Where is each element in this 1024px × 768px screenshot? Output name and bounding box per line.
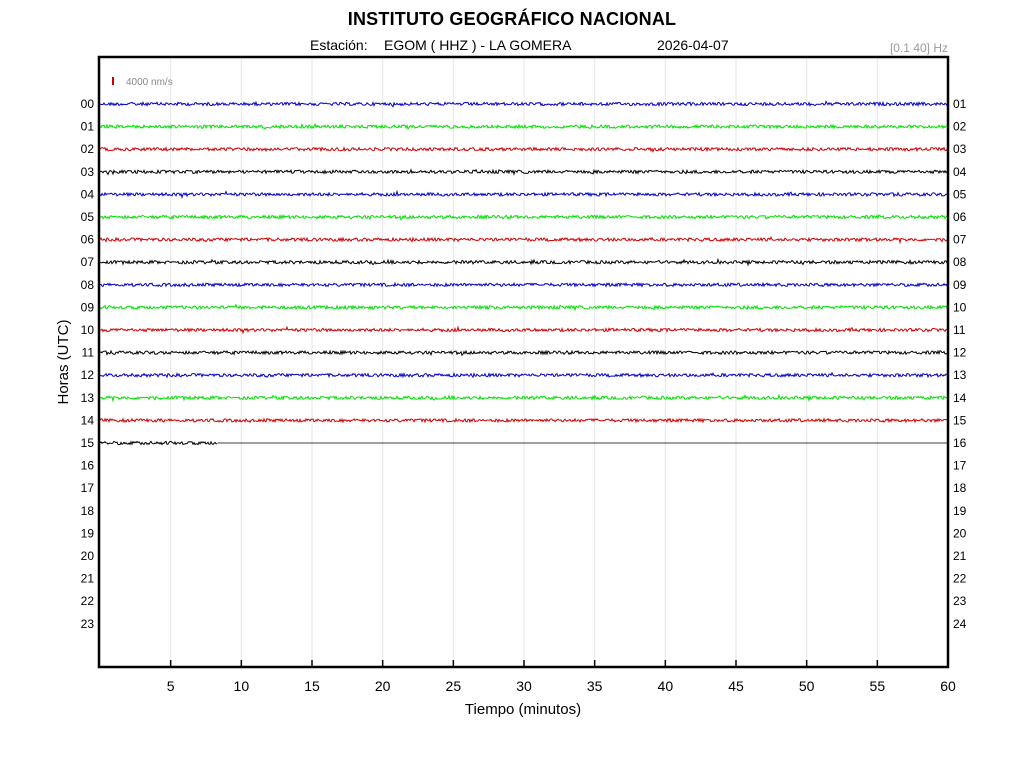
hour-label-left-08: 08 (81, 278, 95, 292)
hour-label-left-19: 19 (81, 526, 95, 540)
hour-label-left-18: 18 (81, 504, 95, 518)
x-tick-label-10: 10 (234, 678, 250, 694)
x-tick-label-45: 45 (728, 678, 744, 694)
hour-label-right-12: 12 (953, 346, 967, 360)
hour-label-right-24: 24 (953, 617, 967, 631)
hour-label-left-03: 03 (81, 165, 95, 179)
hour-label-right-19: 19 (953, 504, 967, 518)
trace-hour-13 (99, 393, 949, 403)
hour-label-left-13: 13 (81, 391, 95, 405)
chart-title: INSTITUTO GEOGRÁFICO NACIONAL (347, 9, 677, 29)
hour-label-right-17: 17 (953, 459, 967, 473)
trace-hour-14 (99, 417, 949, 424)
trace-hour-09 (99, 303, 949, 312)
hour-label-right-11: 11 (953, 323, 966, 337)
hour-label-right-23: 23 (953, 594, 967, 608)
x-tick-label-40: 40 (658, 678, 674, 694)
hour-label-left-16: 16 (81, 459, 95, 473)
grid-lines (170, 57, 878, 667)
x-tick-label-20: 20 (375, 678, 391, 694)
hour-label-left-22: 22 (81, 594, 95, 608)
hour-label-left-02: 02 (81, 142, 95, 156)
y-axis-label: Horas (UTC) (55, 319, 72, 404)
hour-label-right-02: 02 (953, 120, 967, 134)
hour-label-right-03: 03 (953, 142, 967, 156)
hour-label-left-15: 15 (81, 436, 95, 450)
hour-label-left-07: 07 (81, 255, 95, 269)
x-tick-label-30: 30 (516, 678, 532, 694)
x-axis-label: Tiempo (minutos) (465, 701, 581, 718)
hour-label-left-12: 12 (81, 368, 95, 382)
filter-band-label: [0.1 40] Hz (889, 41, 948, 55)
hour-label-left-17: 17 (81, 481, 95, 495)
trace-hour-10 (99, 325, 949, 335)
hour-label-right-06: 06 (953, 210, 967, 224)
hour-label-left-01: 01 (81, 120, 95, 134)
hour-label-left-06: 06 (81, 233, 95, 247)
x-axis-ticks: 5 10 15 20 25 30 35 40 45 50 55 60 (167, 660, 956, 694)
hour-label-right-14: 14 (953, 391, 967, 405)
x-tick-label-35: 35 (587, 678, 603, 694)
hour-label-right-09: 09 (953, 278, 967, 292)
x-tick-label-50: 50 (799, 678, 815, 694)
hour-label-right-07: 07 (953, 233, 967, 247)
trace-hour-07 (99, 257, 949, 267)
hour-label-left-09: 09 (81, 300, 95, 314)
hour-label-right-08: 08 (953, 255, 967, 269)
date-label: 2026-04-07 (657, 37, 729, 53)
y-axis-right-labels: 01 02 03 04 05 06 07 08 09 10 11 12 13 14 15 16 17 18 19 20… (953, 97, 967, 631)
station-name: EGOM ( HHZ ) - LA GOMERA (384, 37, 572, 53)
trace-hour-04 (99, 189, 949, 199)
hour-label-left-00: 00 (81, 97, 95, 111)
hour-label-right-20: 20 (953, 526, 967, 540)
hour-label-right-21: 21 (953, 549, 967, 563)
trace-hour-11 (99, 349, 949, 357)
hour-label-left-21: 21 (81, 572, 95, 586)
trace-hour-15 (99, 440, 217, 446)
hour-label-left-04: 04 (81, 187, 95, 201)
hour-label-right-15: 15 (953, 413, 967, 427)
scale-bar-label: 4000 nm/s (126, 77, 173, 88)
x-tick-label-60: 60 (940, 678, 956, 694)
x-tick-label-5: 5 (167, 678, 175, 694)
hour-label-right-13: 13 (953, 368, 967, 382)
hour-label-left-23: 23 (81, 617, 95, 631)
trace-hour-02 (99, 146, 949, 153)
trace-hour-03 (99, 168, 949, 176)
hour-label-right-16: 16 (953, 436, 967, 450)
trace-hour-06 (99, 236, 949, 245)
hour-label-right-04: 04 (953, 165, 967, 179)
trace-hour-00 (99, 100, 949, 108)
hour-label-left-14: 14 (81, 413, 95, 427)
hour-label-left-10: 10 (81, 323, 95, 337)
trace-hour-08 (99, 281, 949, 288)
x-tick-label-25: 25 (446, 678, 462, 694)
station-label: Estación: (310, 37, 368, 53)
hour-label-right-18: 18 (953, 481, 967, 495)
hour-label-right-10: 10 (953, 300, 967, 314)
seismogram-traces (99, 100, 949, 446)
x-tick-label-15: 15 (304, 678, 320, 694)
hour-label-right-05: 05 (953, 187, 967, 201)
y-axis-left-labels: 00 01 02 03 04 05 06 07 08 09 10 11 12 13 14 15 16 17 18 19… (81, 97, 95, 631)
trace-hour-01 (99, 122, 949, 130)
hour-label-right-22: 22 (953, 572, 967, 586)
scale-bar (112, 77, 114, 85)
trace-hour-12 (99, 371, 949, 379)
trace-hour-05 (99, 213, 949, 221)
hour-label-left-11: 11 (82, 346, 95, 360)
hour-label-right-01: 01 (953, 97, 967, 111)
hour-label-left-05: 05 (81, 210, 95, 224)
hour-label-left-20: 20 (81, 549, 95, 563)
x-tick-label-55: 55 (870, 678, 886, 694)
